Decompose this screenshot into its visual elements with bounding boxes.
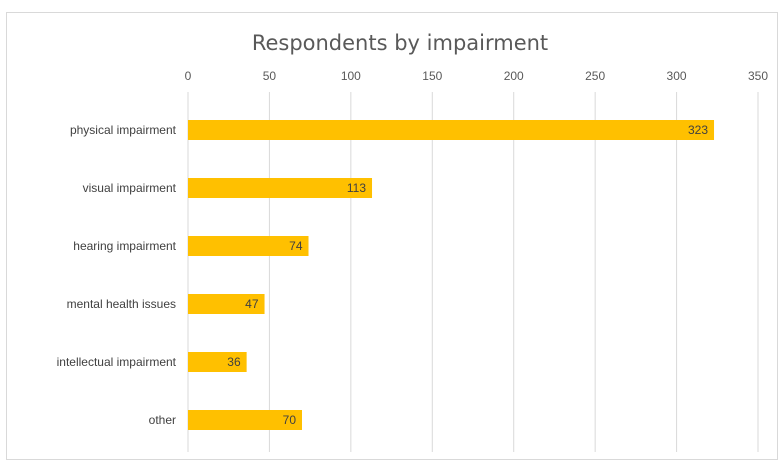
category-label: visual impairment [83,181,177,195]
category-label: hearing impairment [73,239,176,253]
x-tick-label: 0 [185,69,192,83]
x-tick-label: 150 [422,69,442,83]
data-labels: 323 113 74 47 36 70 [227,123,708,427]
category-label: intellectual impairment [57,355,177,369]
bar [188,410,302,430]
x-tick-label: 50 [263,69,277,83]
bar [188,178,373,198]
axis-tick-labels: 0 50 100 150 200 250 300 350 [185,69,769,83]
category-label: other [149,413,176,427]
category-label: physical impairment [70,123,177,137]
category-labels: physical impairment visual impairment hear… [57,123,177,427]
x-tick-label: 250 [585,69,605,83]
data-label: 70 [283,413,297,427]
data-label: 47 [245,297,259,311]
category-label: mental health issues [67,297,176,311]
chart-title: Respondents by impairment [252,31,548,55]
x-tick-label: 350 [748,69,768,83]
x-tick-label: 200 [504,69,524,83]
x-tick-label: 100 [341,69,361,83]
data-label: 36 [227,355,241,369]
chart-frame [6,12,778,460]
gridlines [187,92,759,452]
bar [188,236,309,256]
bar [188,352,247,372]
data-label: 323 [688,123,708,137]
x-tick-label: 300 [667,69,687,83]
bar [188,294,265,314]
data-label: 74 [289,239,303,253]
bars [188,120,715,430]
data-label: 113 [347,181,366,195]
bar [188,120,715,140]
